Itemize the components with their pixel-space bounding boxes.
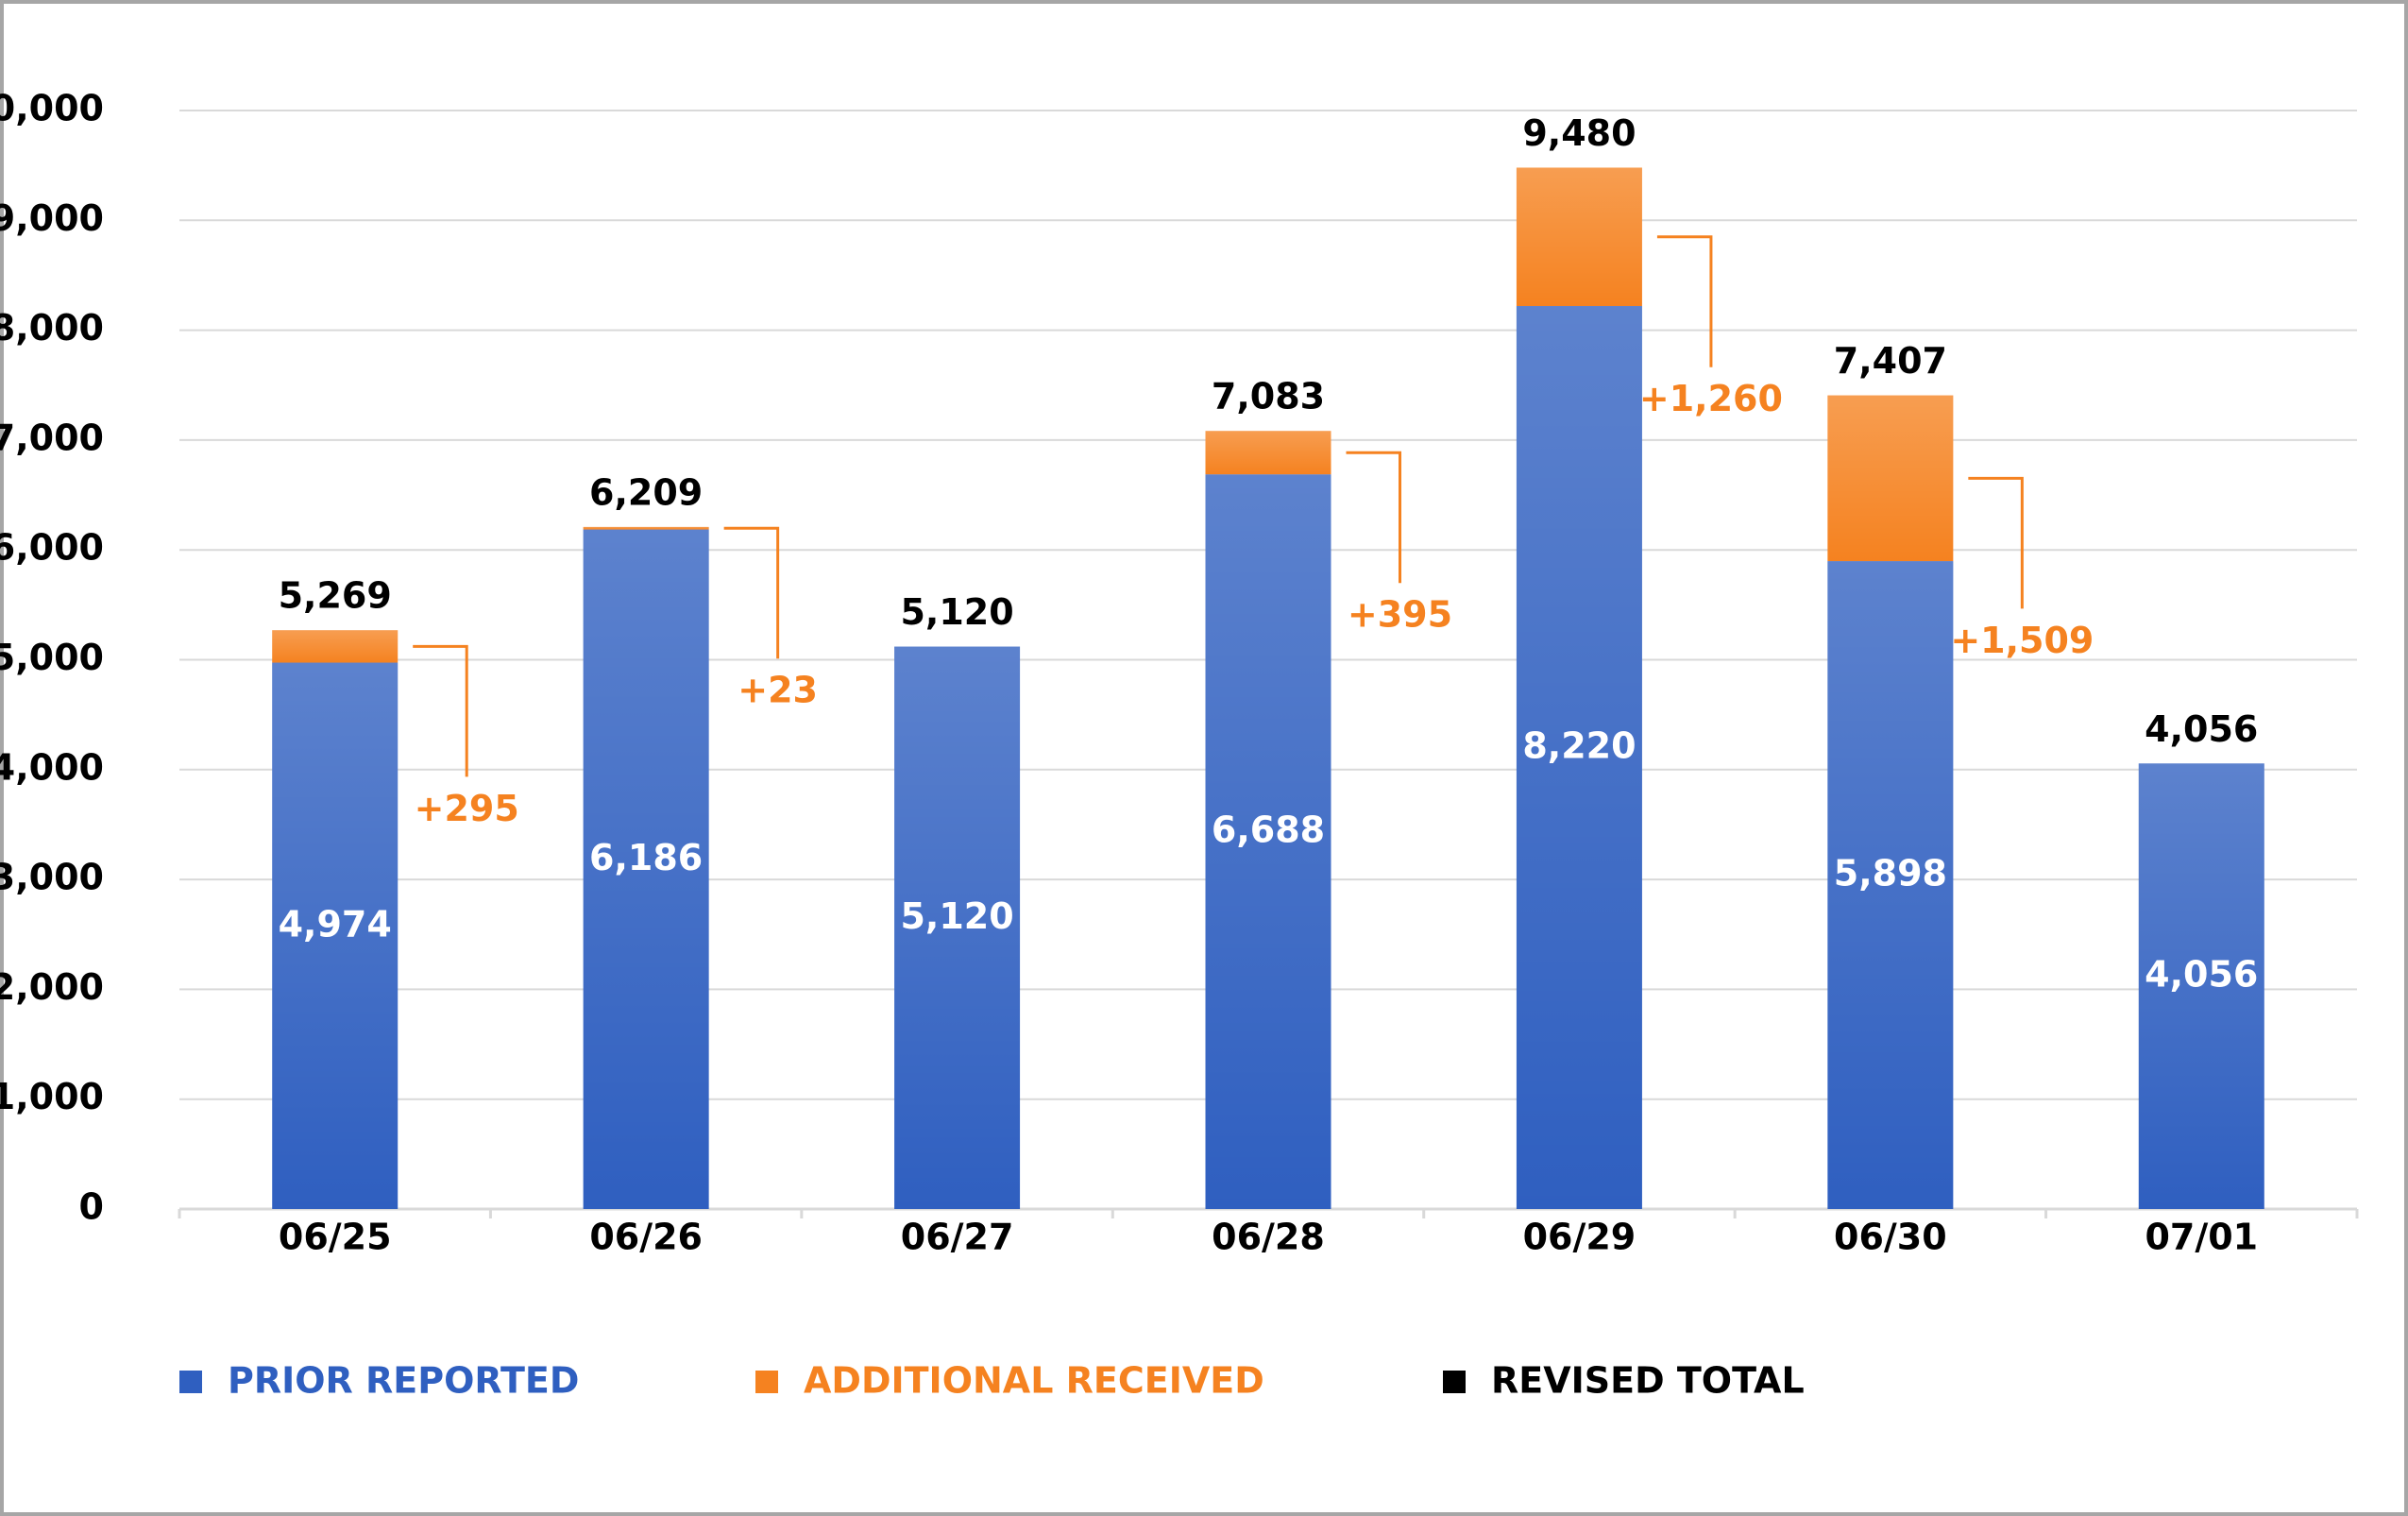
legend-swatch [755,1371,778,1393]
x-tick-label: 06/26 [589,1217,703,1258]
annotation-label: +23 [738,670,818,711]
annotation-label: +1,260 [1639,378,1783,419]
total-label: 6,209 [589,471,703,513]
bar-shade [1516,167,1642,307]
y-tick-label: 4,000 [0,746,104,788]
bar-value-label: 5,120 [900,895,1013,937]
y-tick-label: 10,000 [0,88,104,129]
bar-value-label: 8,220 [1522,725,1636,767]
total-label: 9,480 [1522,112,1636,154]
y-tick-label: 2,000 [0,966,104,1008]
annotation-connector [723,526,780,659]
total-label: 5,269 [279,575,392,617]
annotation-connector [1968,476,2024,609]
annotation-label: +1,509 [1950,620,2094,661]
annotation-label: +395 [1348,594,1452,636]
legend-label: ADDITIONAL RECEIVED [804,1360,1264,1402]
y-tick-label: 5,000 [0,637,104,678]
x-tick-label: 06/29 [1523,1217,1636,1258]
legend-label: REVISED TOTAL [1491,1360,1805,1402]
bar-value-label: 6,186 [589,837,703,878]
annotation-connector [1656,235,1713,367]
bar-shade [1827,561,1954,1209]
legend-label: PRIOR REPORTED [228,1360,579,1402]
annotation-connector [1346,451,1401,584]
bar-shade [583,529,709,1209]
x-tick-label: 06/28 [1212,1217,1325,1258]
x-tick-label: 07/01 [2145,1217,2258,1258]
bar-value-label: 4,974 [279,903,392,945]
total-label: 7,083 [1212,376,1325,417]
bar-shade [1827,395,1954,562]
bar-shade [1205,474,1331,1209]
bar-value-label: 6,688 [1212,809,1325,851]
bar-shade [1516,306,1642,1209]
bar-shade [272,662,399,1209]
legend-swatch [1443,1371,1466,1393]
x-tick-label: 06/25 [279,1217,392,1258]
bar-value-label: 4,056 [2145,954,2258,996]
y-tick-label: 1,000 [0,1076,104,1117]
y-tick-label: 9,000 [0,197,104,239]
annotation-label: +295 [415,788,519,829]
bar-shade [2138,763,2264,1209]
bar-shade [894,646,1021,1209]
bar-shade [583,526,709,530]
bar-shade [272,630,399,663]
y-tick-label: 7,000 [0,417,104,458]
total-label: 4,056 [2145,708,2258,750]
annotation-connector [413,644,468,777]
total-label: 5,120 [900,591,1013,633]
y-tick-label: 0 [79,1186,104,1228]
bar-shade [1205,431,1331,475]
y-tick-label: 8,000 [0,307,104,349]
y-tick-label: 6,000 [0,527,104,569]
x-tick-label: 06/27 [901,1217,1014,1258]
x-tick-label: 06/30 [1834,1217,1947,1258]
bar-value-label: 5,898 [1834,853,1947,894]
legend-swatch [179,1371,202,1393]
total-label: 7,407 [1834,340,1947,382]
y-tick-label: 3,000 [0,857,104,898]
